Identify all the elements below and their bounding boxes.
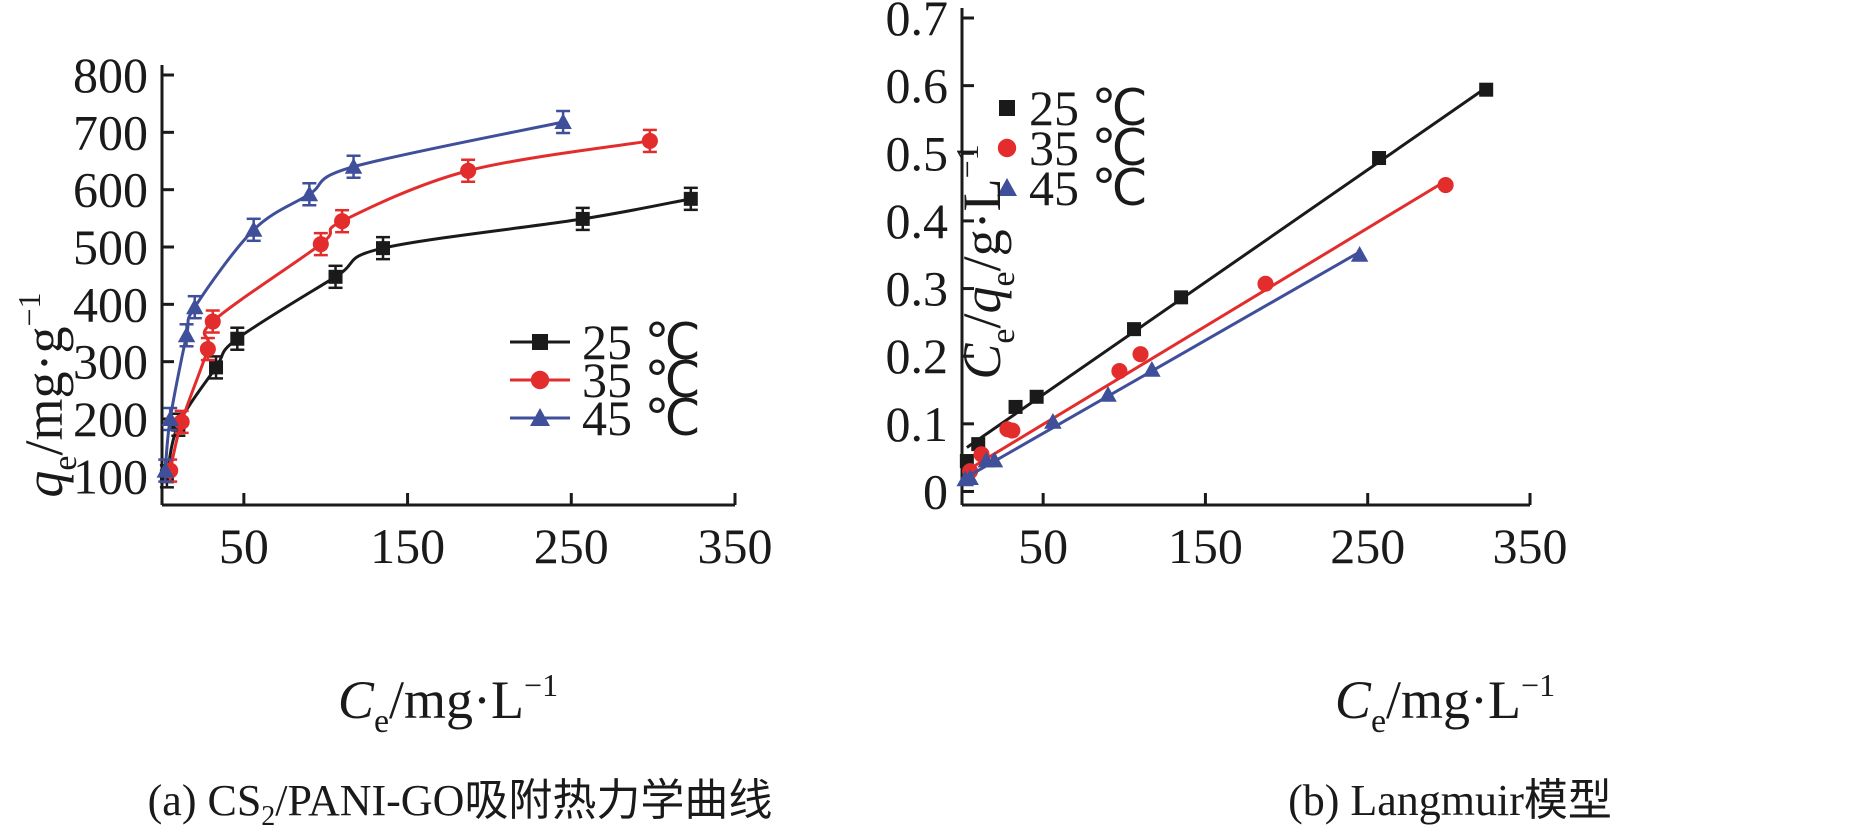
x-tick-label: 250	[534, 518, 609, 574]
panel-b-x-axis-label: Ce/mg·L−1	[1335, 667, 1555, 740]
data-point	[1143, 360, 1161, 377]
legend-label: 35 ℃	[582, 352, 701, 408]
series-triangle	[156, 109, 572, 483]
data-point	[1127, 322, 1142, 337]
fit-line	[969, 179, 1447, 470]
data-point	[1132, 346, 1149, 363]
x-tick-label: 150	[1168, 518, 1243, 574]
legend-marker	[997, 178, 1017, 196]
x-tick-label: 50	[1018, 518, 1068, 574]
data-point	[230, 331, 245, 346]
data-point	[1372, 151, 1387, 166]
y-tick-label: 0.2	[886, 328, 949, 384]
y-tick-label: 0.3	[886, 261, 949, 317]
series-line	[163, 120, 564, 471]
data-point	[460, 162, 477, 179]
panel-b-legend: 25 ℃35 ℃45 ℃	[997, 80, 1148, 216]
data-point	[1111, 363, 1128, 380]
series-circle	[962, 177, 1454, 480]
panel-a-x-axis-label: Ce/mg·L−1	[338, 667, 558, 740]
y-tick-label: 100	[73, 448, 148, 504]
legend-label: 45 ℃	[582, 390, 701, 446]
data-point	[1099, 385, 1117, 402]
data-point	[1479, 82, 1494, 97]
fit-line	[964, 250, 1361, 480]
data-point	[177, 326, 196, 343]
data-point	[300, 185, 319, 202]
legend-marker	[530, 408, 550, 426]
data-point	[376, 241, 391, 256]
data-point	[1437, 177, 1454, 194]
y-tick-label: 300	[73, 334, 148, 390]
data-point	[554, 113, 572, 130]
x-tick-label: 250	[1330, 518, 1405, 574]
panel-a-legend: 25 ℃35 ℃45 ℃	[510, 314, 701, 446]
data-point	[683, 191, 698, 206]
y-tick-label: 0.6	[886, 58, 949, 114]
data-point	[1004, 422, 1021, 439]
fit-line	[966, 86, 1488, 449]
series-square	[959, 82, 1494, 469]
x-tick-label: 150	[370, 518, 445, 574]
x-tick-label: 350	[698, 518, 773, 574]
data-point	[199, 341, 216, 358]
data-point	[1029, 389, 1044, 404]
data-point	[344, 157, 363, 174]
y-tick-label: 500	[73, 219, 148, 275]
data-point	[209, 360, 224, 375]
y-tick-label: 600	[73, 162, 148, 218]
y-tick-label: 0	[923, 463, 948, 519]
data-point	[1044, 413, 1062, 429]
panel-a-caption: (a) CS2/PANI-GO吸附热力学曲线	[148, 776, 773, 832]
data-point	[1350, 245, 1369, 262]
data-point	[1008, 399, 1023, 414]
legend-label: 45 ℃	[1029, 160, 1148, 216]
y-tick-label: 0.4	[886, 193, 949, 249]
data-point	[244, 221, 263, 237]
series-circle	[162, 128, 658, 483]
legend-label: 25 ℃	[582, 314, 701, 370]
legend-label: 25 ℃	[1029, 80, 1148, 136]
y-tick-label: 0.1	[886, 396, 949, 452]
data-point	[204, 313, 221, 330]
legend-marker	[999, 100, 1015, 116]
series-line	[168, 139, 651, 471]
y-tick-label: 700	[73, 104, 148, 160]
data-point	[641, 132, 658, 149]
series-triangle	[956, 245, 1369, 487]
panel-b: 50 150 250 350 0 0.1 0.2 0.3 0.4 0.5 0.6 0.7 25 ℃35…	[886, 0, 1612, 825]
y-tick-label: 800	[73, 47, 148, 103]
panel-a-y-axis-label: qe/mg·g−1	[11, 292, 84, 497]
panel-b-y-axis-label: Ce/qe/g·L−1	[949, 144, 1022, 379]
panel-b-plot-area: 50 150 250 350 0 0.1 0.2 0.3 0.4 0.5 0.6 0.7	[886, 0, 1568, 574]
data-point	[161, 410, 179, 426]
legend-marker	[532, 334, 548, 350]
x-tick-label: 350	[1493, 518, 1568, 574]
data-point	[985, 451, 1004, 468]
data-point	[334, 213, 351, 230]
data-point	[961, 469, 979, 485]
data-point	[156, 461, 175, 478]
data-point	[185, 298, 204, 315]
y-tick-label: 0.5	[886, 125, 949, 181]
legend-marker	[997, 138, 1017, 158]
legend-label: 35 ℃	[1029, 120, 1148, 176]
data-point	[312, 236, 329, 253]
y-tick-label: 200	[73, 391, 148, 447]
data-point	[1174, 290, 1189, 305]
y-tick-label: 400	[73, 276, 148, 332]
data-point	[575, 211, 590, 226]
y-tick-label: 0.7	[886, 0, 949, 46]
x-tick-label: 50	[219, 518, 269, 574]
data-point	[328, 269, 343, 284]
legend-marker	[530, 370, 550, 390]
data-point	[1257, 275, 1274, 292]
panel-b-caption: (b) Langmuir模型	[1288, 776, 1612, 825]
